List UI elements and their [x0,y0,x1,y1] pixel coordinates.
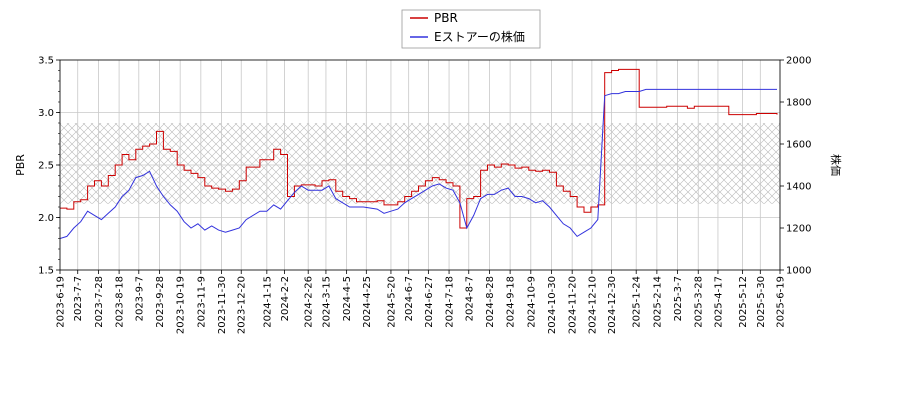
x-tick-label: 2024-2-26 [304,276,315,328]
x-tick-label: 2024-10-9 [526,276,537,328]
left-tick-label: 3.5 [38,56,54,67]
legend-box [401,9,541,49]
x-tick-label: 2024-4-5 [342,276,353,321]
x-tick-label: 2025-3-28 [694,276,705,328]
left-axis: 1.5 2.0 2.5 3.0 3.5 [38,56,60,277]
x-tick-label: 2023-11-30 [217,276,228,334]
left-tick-label: 2.0 [38,213,54,224]
right-tick-label: 1800 [786,98,811,109]
x-tick-label: 2023-9-28 [155,276,166,328]
left-tick-label: 1.5 [38,266,54,277]
x-tick-label: 2023-9-7 [134,276,145,321]
x-tick-label: 2025-1-24 [632,276,643,328]
x-tick-label: 2025-4-17 [713,276,724,328]
x-tick-label: 2024-3-15 [321,276,332,328]
series-line-pbr [60,68,778,229]
x-tick-label: 2025-2-14 [652,276,663,328]
x-tick-label: 2024-8-28 [485,276,496,328]
x-tick-label: 2024-12-10 [587,276,598,334]
x-tick-label: 2023-11-9 [196,276,207,328]
y-axis-left-label: PBR [14,154,27,176]
x-tick-label: 2023-6-19 [56,276,67,328]
x-tick-label: 2023-12-20 [237,276,248,334]
x-tick-label: 2023-7-7 [73,276,84,321]
right-tick-label: 1200 [786,224,811,235]
x-tick-label: 2024-12-30 [607,276,618,334]
right-tick-label: 2000 [786,56,811,67]
x-tick-label: 2024-2-2 [280,276,291,321]
x-tick-label: 2024-5-20 [386,276,397,328]
x-tick-label: 2024-4-25 [362,276,373,328]
x-tick-label: 2024-6-7 [404,276,415,321]
x-tick-label: 2023-7-28 [94,276,105,328]
x-tick-label: 2024-10-30 [547,276,558,334]
grid-layer [59,59,781,271]
legend-label-price: Eストアーの株価 [434,29,525,44]
x-tick-label: 2024-1-15 [262,276,273,328]
x-tick-label: 2023-8-18 [115,276,126,328]
x-tick-label: 2023-10-19 [176,276,187,334]
y-axis-right-label: 株価 [829,154,843,176]
right-axis: 1000 1200 1400 1600 1800 2000 [780,56,811,277]
hatch-band [60,123,780,204]
x-tick-label: 2025-5-12 [738,276,749,328]
x-tick-label: 2024-8-7 [464,276,475,321]
legend: PBR Eストアーの株価 [401,9,541,49]
x-tick-label: 2025-5-30 [756,276,767,328]
band-layer [60,123,780,204]
left-tick-label: 2.5 [38,161,54,172]
x-tick-label: 2024-11-20 [568,276,579,334]
x-tick-label: 2025-3-7 [673,276,684,321]
left-tick-label: 3.0 [38,108,54,119]
right-tick-label: 1000 [786,266,811,277]
x-tick-label: 2024-6-27 [424,276,435,328]
series-line-price [60,88,777,239]
series-layer [60,68,778,239]
right-tick-label: 1400 [786,182,811,193]
x-tick-label: 2024-7-18 [445,276,456,328]
x-axis: 2023-6-19 2023-7-7 2023-7-28 2023-8-18 2023-… [56,270,787,334]
x-tick-label: 2024-9-18 [506,276,517,328]
x-tick-label: 2025-6-19 [776,276,787,328]
legend-label-pbr: PBR [434,11,458,25]
right-tick-label: 1600 [786,140,811,151]
